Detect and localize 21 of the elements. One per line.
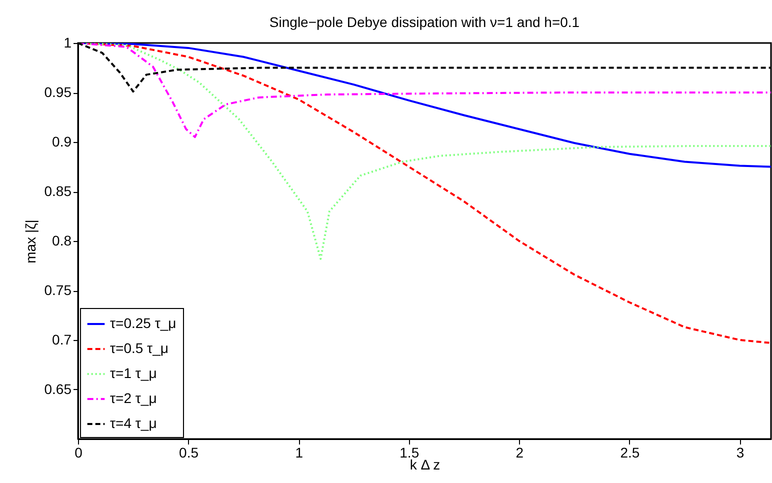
y-tick-label: 1 bbox=[64, 34, 72, 50]
x-tick-label: 3 bbox=[736, 444, 744, 460]
x-tick-label: 0 bbox=[74, 444, 83, 460]
x-tick-label: 2.5 bbox=[620, 444, 640, 460]
x-tick-label: 2 bbox=[516, 444, 524, 460]
legend-label: τ=4 τ_μ bbox=[110, 415, 157, 431]
legend-label: τ=0.25 τ_μ bbox=[110, 315, 176, 331]
x-tick-label: 0.5 bbox=[179, 444, 199, 460]
y-tick-label: 0.65 bbox=[44, 381, 72, 397]
legend-label: τ=2 τ_μ bbox=[110, 390, 157, 406]
y-tick-label: 0.7 bbox=[52, 332, 72, 348]
y-tick-label: 0.75 bbox=[44, 282, 72, 298]
x-tick-label: 1 bbox=[295, 444, 304, 460]
y-axis-title: max |ζ| bbox=[22, 220, 38, 264]
legend-label: τ=0.5 τ_μ bbox=[110, 340, 168, 356]
y-tick-label: 0.9 bbox=[52, 134, 72, 150]
y-tick-label: 0.85 bbox=[44, 183, 72, 199]
chart-title: Single−pole Debye dissipation with ν=1 and h=0.1 bbox=[269, 14, 580, 30]
legend-label: τ=1 τ_μ bbox=[110, 365, 157, 381]
y-tick-label: 0.8 bbox=[52, 232, 72, 248]
y-tick-label: 0.95 bbox=[44, 84, 72, 100]
